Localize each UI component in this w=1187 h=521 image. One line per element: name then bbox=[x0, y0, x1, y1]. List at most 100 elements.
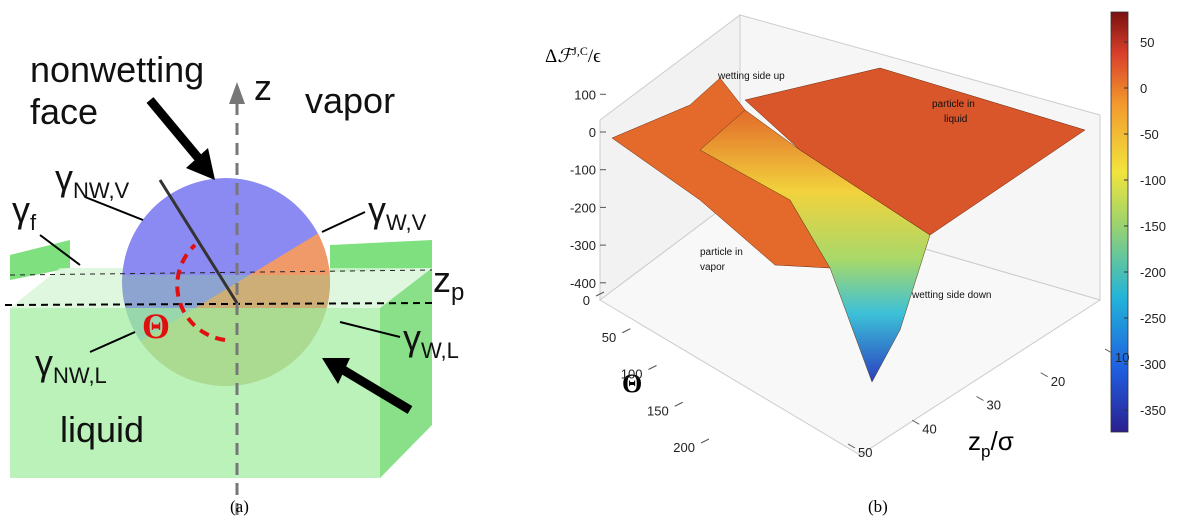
z-arrowhead bbox=[229, 82, 245, 104]
z-axis-label: ΔℱJ,C/ϵ bbox=[545, 44, 601, 67]
tick-mark bbox=[912, 419, 920, 425]
gamma-label: γW,V bbox=[368, 189, 427, 235]
floor-pane bbox=[599, 194, 1102, 456]
surface-line bbox=[9, 269, 433, 276]
subscript: p bbox=[451, 279, 464, 306]
tick-mark bbox=[847, 443, 856, 449]
annotation: particle in bbox=[700, 247, 743, 258]
zp-tick-label: 30 bbox=[987, 398, 1001, 413]
gamma-label: γW,L bbox=[403, 317, 459, 363]
annotation: wetting side down bbox=[911, 290, 992, 301]
colorbar-tick-label: -350 bbox=[1140, 403, 1166, 418]
suffix: /ϵ bbox=[588, 46, 601, 67]
zp-tick-label: 10 bbox=[1115, 350, 1129, 365]
box-front bbox=[10, 308, 380, 478]
pointer bbox=[39, 234, 81, 266]
zp-tick-label: 40 bbox=[922, 421, 936, 436]
label: z bbox=[254, 67, 272, 108]
colorbar-tick-label: -50 bbox=[1140, 127, 1159, 142]
arrowhead bbox=[186, 148, 215, 180]
tick-mark bbox=[1040, 372, 1048, 378]
subscript: f bbox=[30, 210, 37, 235]
tick-mark bbox=[976, 396, 984, 401]
colorbar-tick-label: 50 bbox=[1140, 35, 1154, 50]
pointer bbox=[89, 331, 136, 353]
energy-tick-label: 0 bbox=[589, 125, 596, 140]
energy-tick-label: -300 bbox=[570, 238, 596, 253]
zp-label: zp bbox=[433, 259, 464, 306]
zp-axis-label: zp/σ bbox=[968, 426, 1014, 461]
label: vapor bbox=[305, 80, 395, 121]
caption: (a) bbox=[230, 497, 249, 516]
arrowhead bbox=[322, 358, 350, 384]
colorbar-tick-label: -300 bbox=[1140, 357, 1166, 372]
theta-tick-label: 50 bbox=[602, 330, 616, 345]
colorbar-tick-label: -250 bbox=[1140, 311, 1166, 326]
symbol: γ bbox=[55, 157, 73, 198]
tick-mark bbox=[648, 365, 657, 370]
zp-tick-label: 50 bbox=[858, 445, 872, 460]
tick-mark bbox=[595, 291, 605, 297]
gamma-label: γf bbox=[12, 189, 37, 235]
surface-valley bbox=[699, 109, 931, 383]
normal-line bbox=[158, 179, 239, 304]
pointer bbox=[339, 321, 401, 338]
colorbar bbox=[1110, 11, 1129, 433]
gamma-label: γNW,V bbox=[55, 157, 130, 203]
theta-label: Θ bbox=[142, 306, 170, 346]
symbol: ℱ bbox=[557, 46, 575, 67]
energy-tick-label: 100 bbox=[574, 87, 596, 102]
label: face bbox=[30, 91, 98, 132]
energy-tick-label: -200 bbox=[570, 200, 596, 215]
tick-mark bbox=[674, 401, 683, 407]
arrow bbox=[146, 97, 204, 163]
annotation: vapor bbox=[700, 262, 726, 273]
energy-tick-label: -100 bbox=[570, 163, 596, 178]
theta-tick-label: 100 bbox=[621, 367, 643, 382]
box-wall bbox=[330, 240, 432, 272]
subscript: W,L bbox=[421, 338, 459, 363]
annotation: wetting side up bbox=[717, 71, 785, 82]
superscript: J,C bbox=[572, 44, 588, 58]
energy-tick-label: -400 bbox=[570, 276, 596, 291]
annotation: particle in bbox=[932, 99, 975, 110]
gamma-label: γNW,L bbox=[35, 342, 107, 388]
colorbar-tick-label: -200 bbox=[1140, 265, 1166, 280]
surface-plateau bbox=[744, 67, 1086, 236]
tick-mark bbox=[1104, 348, 1113, 354]
panel-a: nonwetting face z vapor liquid Θ γNW,V γ… bbox=[4, 49, 464, 516]
symbol: γ bbox=[368, 189, 386, 230]
theta-arc bbox=[175, 243, 226, 342]
symbol: γ bbox=[12, 189, 30, 230]
symbol: z bbox=[968, 426, 981, 456]
caption: (b) bbox=[868, 497, 888, 516]
subscript: NW,L bbox=[53, 363, 107, 388]
theta-tick-label: 200 bbox=[673, 440, 695, 455]
tick-mark bbox=[622, 328, 631, 334]
symbol: γ bbox=[35, 342, 53, 383]
tick-mark bbox=[700, 438, 710, 444]
subscript: NW,V bbox=[73, 178, 130, 203]
symbol: γ bbox=[403, 317, 421, 358]
box-wall bbox=[10, 240, 70, 280]
subscript: W,V bbox=[386, 210, 427, 235]
arrow bbox=[337, 364, 413, 414]
zp-tick-label: 20 bbox=[1051, 374, 1065, 389]
box-side bbox=[380, 268, 432, 478]
theta-axis-label: Θ bbox=[622, 369, 642, 398]
label: nonwetting bbox=[30, 49, 204, 90]
panel-b: ΔℱJ,C/ϵ Θ zp/σ (b) bbox=[545, 11, 1129, 516]
annotation: liquid bbox=[944, 114, 967, 125]
colorbar-tick-label: 0 bbox=[1140, 81, 1147, 96]
pointer bbox=[84, 196, 144, 221]
pointer bbox=[321, 211, 366, 233]
suffix: /σ bbox=[990, 426, 1013, 456]
label: liquid bbox=[60, 409, 144, 450]
colorbar-tick-label: -100 bbox=[1140, 173, 1166, 188]
prefix: Δ bbox=[545, 46, 557, 67]
theta-tick-label: 150 bbox=[647, 403, 669, 418]
colorbar-tick-label: -150 bbox=[1140, 219, 1166, 234]
subscript: p bbox=[981, 442, 990, 461]
symbol: z bbox=[433, 259, 451, 300]
